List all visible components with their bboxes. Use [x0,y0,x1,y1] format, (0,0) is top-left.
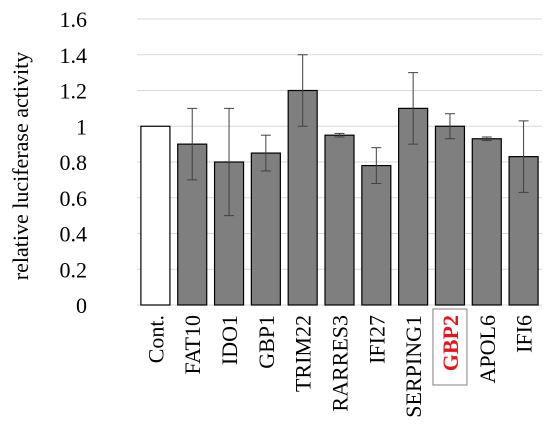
error-bar [260,134,271,172]
x-axis-tick-labels: Cont. FAT10 IDO1 GBP1 TRIM22 RARRES3 IFI27 SERP… [143,308,537,418]
y-tick-label: 1.4 [60,43,88,68]
x-tick-label: GBP2 [438,315,463,371]
error-bar [444,113,455,140]
bar-apol6 [471,138,502,306]
x-tick-label: APOL6 [475,315,500,383]
bar-gbp2 [434,125,466,306]
error-bar [297,54,308,127]
x-tick-label: RARRES3 [328,315,353,412]
y-tick-label: 0.2 [60,257,88,282]
error-bar [187,107,198,181]
bar-cont [140,125,171,306]
y-tick-label: 1.2 [60,79,88,104]
error-bar [334,132,345,138]
x-tick-label: IDO1 [217,315,242,365]
y-tick-label: 1 [76,114,87,139]
x-tick-label: Cont. [143,315,168,363]
y-axis-label: relative luciferase activity [8,52,33,280]
x-tick-label: SERPING1 [401,315,426,418]
error-bars [187,54,529,217]
y-tick-label: 0.6 [60,186,88,211]
bar-gbp1 [250,152,281,306]
y-tick-label: 0.8 [60,150,88,175]
x-tick-label: GBP1 [254,315,279,369]
error-bar [481,136,492,142]
y-tick-label: 0.4 [60,222,88,247]
x-tick-label: IFI6 [512,315,537,353]
x-tick-label: IFI27 [364,315,389,364]
highlight-box [432,308,468,386]
bar-rarres3 [324,134,355,306]
y-tick-label: 1.6 [60,7,88,32]
y-axis-tick-labels: 0 0.2 0.4 0.6 0.8 1 1.2 1.4 1.6 [60,7,88,318]
error-bar [224,107,235,217]
x-tick-label: FAT10 [180,315,205,375]
x-tick-label: TRIM22 [291,315,316,392]
error-bar [408,72,419,145]
error-bar [518,120,529,193]
bars [140,89,539,306]
error-bar [371,147,382,184]
bar-ifi27 [361,164,392,306]
y-tick-label: 0 [76,293,87,318]
